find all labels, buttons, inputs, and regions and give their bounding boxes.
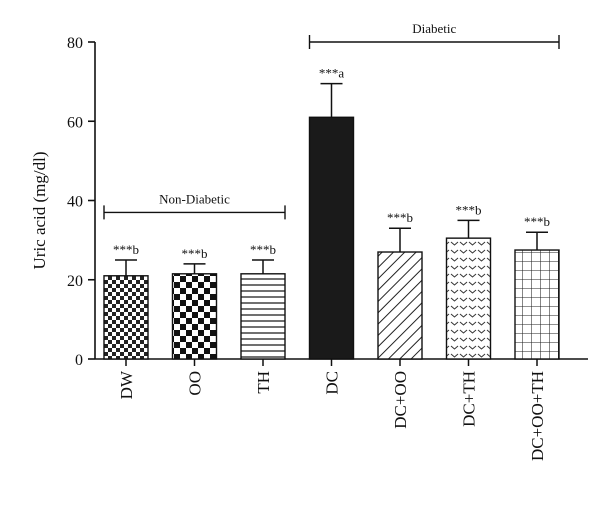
group-label: Diabetic [412,21,456,36]
significance-label: ***a [319,66,345,81]
bar-dc-oo [377,251,423,360]
x-tick-label: DW [117,370,136,399]
y-tick-label: 40 [67,194,83,211]
y-tick-label: 0 [75,352,83,369]
bar-dc [308,116,355,360]
y-tick-label: 60 [67,114,83,131]
bar-th [240,273,286,360]
x-tick-label: DC+TH [460,371,479,427]
bar-dc-oo-th [514,249,560,360]
bars [103,82,560,360]
x-tick-label: OO [186,371,205,396]
y-tick-label: 20 [67,273,83,290]
significance-label: ***b [456,202,482,217]
x-tick-label: DC+OO [391,371,410,429]
significance-label: ***b [113,242,139,257]
x-tick-label: TH [254,371,273,394]
bar-oo [171,273,218,360]
group-brackets [103,35,560,220]
significance-label: ***b [182,246,208,261]
significance-label: ***b [250,242,276,257]
significance-label: ***b [524,214,550,229]
labels: 0 20 40 60 80 Uric acid (mg/dl) ***b DW ***b OO **… [30,21,550,461]
group-label: Non-Diabetic [159,191,230,206]
bar-dc-th [445,237,492,360]
bar-dw [103,275,149,360]
significance-label: ***b [387,210,413,225]
x-tick-label: DC+OO+TH [528,371,547,461]
y-tick-label: 80 [67,35,83,52]
y-axis-label: Uric acid (mg/dl) [30,151,49,269]
x-tick-label: DC [323,371,342,395]
